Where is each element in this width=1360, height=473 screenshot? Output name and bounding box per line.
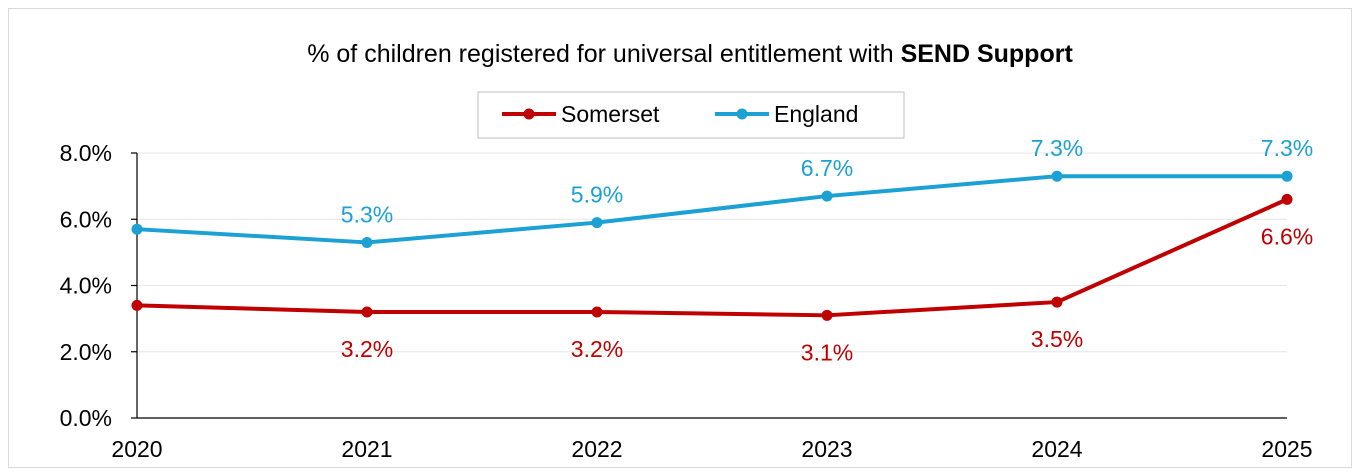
chart-title-prefix: % of children registered for universal e… bbox=[307, 40, 900, 68]
chart-title-emphasis: SEND Support bbox=[901, 40, 1074, 68]
y-tick-label: 6.0% bbox=[60, 206, 112, 232]
gridlines bbox=[137, 152, 1287, 353]
legend-label-england: England bbox=[774, 101, 858, 127]
y-tick-label: 4.0% bbox=[60, 273, 112, 299]
data-point-somerset bbox=[361, 306, 373, 318]
series-line-england bbox=[136, 174, 1287, 245]
legend-label-somerset: Somerset bbox=[561, 101, 660, 127]
data-label-england: 5.3% bbox=[341, 201, 393, 227]
data-label-somerset: 3.2% bbox=[341, 336, 393, 362]
data-label-england: 5.9% bbox=[571, 182, 623, 208]
data-label-england: 6.7% bbox=[801, 155, 853, 181]
series-layer: 3.2% 3.2% 3.1% 3.5% 6.6% 5.3% 5.9% 6.7% 7.3% 7.3% bbox=[131, 135, 1313, 365]
x-tick-label: 2025 bbox=[1261, 436, 1312, 462]
data-point-england bbox=[1281, 170, 1293, 182]
data-label-england: 7.3% bbox=[1261, 135, 1313, 161]
y-tick-label: 2.0% bbox=[60, 339, 112, 365]
legend-marker-somerset bbox=[523, 108, 535, 120]
data-point-somerset bbox=[1051, 296, 1063, 308]
chart-frame bbox=[8, 8, 1352, 468]
data-point-england bbox=[131, 223, 143, 235]
chart-title: % of children registered for universal e… bbox=[307, 40, 1073, 68]
data-label-somerset: 3.5% bbox=[1031, 326, 1083, 352]
data-point-somerset bbox=[131, 299, 143, 311]
series-line-somerset bbox=[136, 197, 1288, 318]
data-label-somerset: 6.6% bbox=[1261, 223, 1313, 249]
x-tick-label: 2024 bbox=[1031, 436, 1082, 462]
x-tick-label: 2022 bbox=[571, 436, 622, 462]
axes: 0.0% 2.0% 4.0% 6.0% 8.0% 2020 2021 2022 2023 2024… bbox=[60, 140, 1313, 462]
data-point-england bbox=[591, 217, 603, 229]
data-point-england bbox=[1051, 170, 1063, 182]
x-tick-label: 2021 bbox=[341, 436, 392, 462]
data-point-england bbox=[361, 236, 373, 248]
x-tick-label: 2020 bbox=[111, 436, 162, 462]
y-tick-label: 8.0% bbox=[60, 140, 112, 166]
data-point-somerset bbox=[591, 306, 603, 318]
legend: Somerset England bbox=[477, 91, 905, 139]
y-tick-label: 0.0% bbox=[60, 405, 112, 431]
data-label-somerset: 3.1% bbox=[801, 339, 853, 365]
data-label-somerset: 3.2% bbox=[571, 336, 623, 362]
legend-marker-england bbox=[736, 108, 748, 120]
data-point-somerset bbox=[821, 309, 833, 321]
data-point-england bbox=[821, 190, 833, 202]
data-point-somerset bbox=[1281, 193, 1293, 205]
data-label-england: 7.3% bbox=[1031, 135, 1083, 161]
x-tick-label: 2023 bbox=[801, 436, 852, 462]
